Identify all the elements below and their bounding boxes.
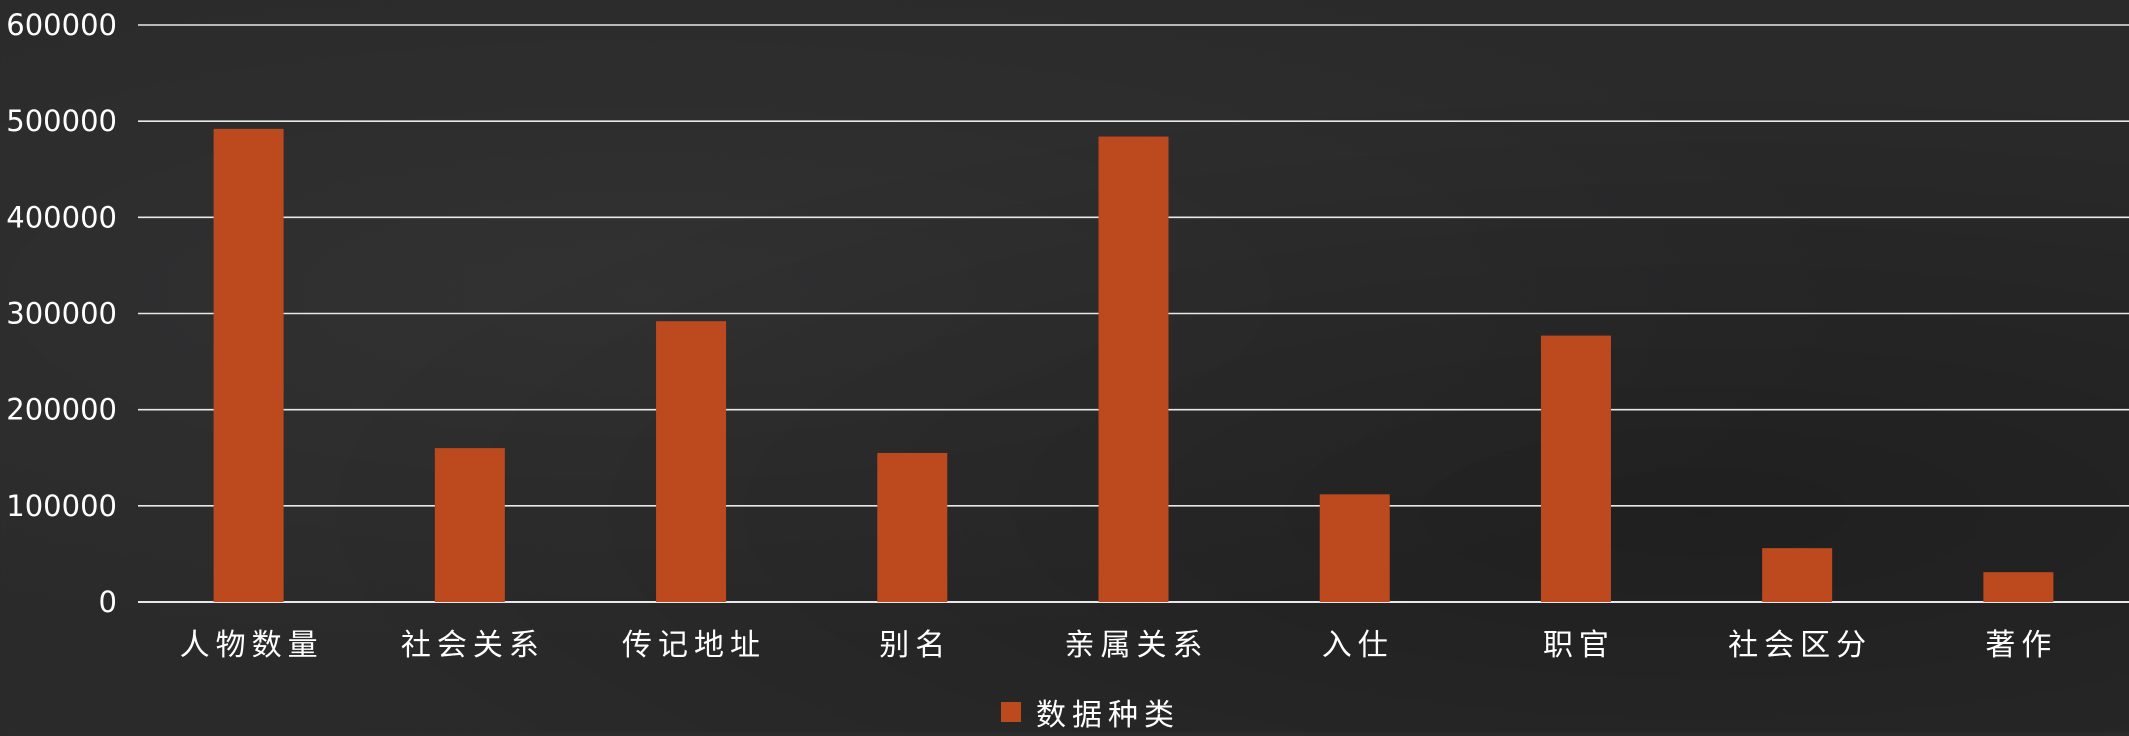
bar [434, 448, 505, 602]
bar [877, 452, 948, 602]
y-axis-ticks: 0 100000 200000 300000 400000 500000 600000 [6, 8, 117, 619]
y-tick-label: 100000 [6, 489, 117, 523]
y-tick-label: 600000 [6, 8, 117, 42]
x-tick-label: 入仕 [1322, 628, 1394, 663]
bar [1762, 548, 1833, 602]
legend: 数据种类 [1001, 698, 1180, 733]
y-tick-label: 300000 [6, 297, 117, 331]
bar-layer [213, 128, 2054, 603]
x-tick-label: 人物数量 [180, 628, 324, 663]
x-tick-label: 社会关系 [401, 628, 545, 663]
y-tick-label: 0 [99, 585, 117, 619]
legend-swatch [1001, 702, 1021, 722]
y-tick-label: 500000 [6, 104, 117, 138]
x-tick-label: 别名 [879, 628, 951, 663]
x-tick-label: 职官 [1543, 628, 1615, 663]
bar [1540, 335, 1611, 602]
bar [656, 321, 727, 602]
bar [1983, 572, 2054, 602]
x-tick-label: 著作 [1985, 628, 2057, 663]
y-tick-label: 200000 [6, 393, 117, 427]
x-tick-label: 社会区分 [1728, 628, 1872, 663]
y-tick-label: 400000 [6, 200, 117, 234]
bar [1098, 136, 1169, 602]
x-tick-label: 传记地址 [622, 628, 766, 663]
bar [1319, 494, 1390, 602]
legend-label: 数据种类 [1036, 698, 1180, 732]
x-axis-ticks: 人物数量 社会关系 传记地址 别名 亲属关系 入仕 职官 社会区分 著作 [180, 628, 2057, 663]
bar [213, 128, 284, 603]
x-tick-label: 亲属关系 [1065, 628, 1209, 663]
